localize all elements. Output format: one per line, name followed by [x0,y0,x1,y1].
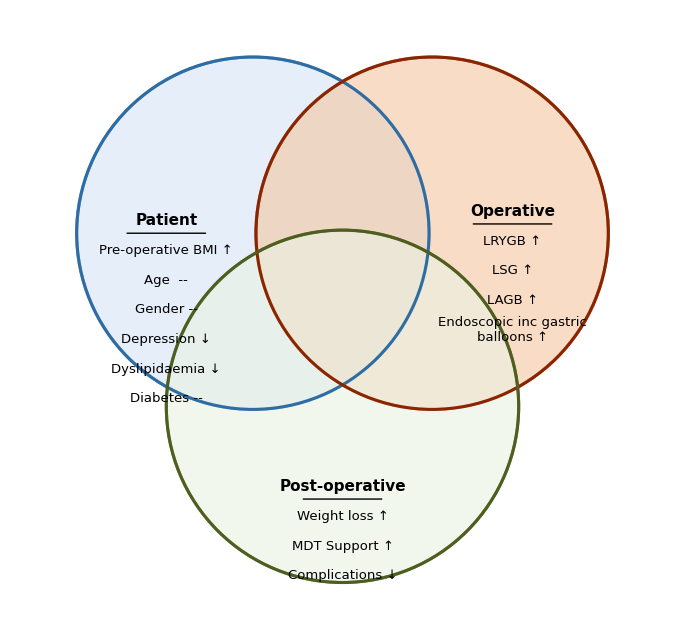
Text: LRYGB ↑: LRYGB ↑ [484,235,542,248]
Text: Depression ↓: Depression ↓ [121,333,211,346]
Text: MDT Support ↑: MDT Support ↑ [292,540,393,553]
Text: Weight loss ↑: Weight loss ↑ [297,510,388,523]
Text: LSG ↑: LSG ↑ [492,265,533,278]
Text: Diabetes --: Diabetes -- [130,392,203,406]
Text: Age  --: Age -- [145,274,188,287]
Text: Complications ↓: Complications ↓ [288,569,397,582]
Circle shape [166,230,519,582]
Text: Operative: Operative [470,204,555,219]
Text: Post-operative: Post-operative [279,479,406,494]
Circle shape [256,57,608,409]
Text: Gender --: Gender -- [135,304,198,316]
Text: Endoscopic inc gastric
balloons ↑: Endoscopic inc gastric balloons ↑ [438,316,587,344]
Circle shape [77,57,429,409]
Text: Pre-operative BMI ↑: Pre-operative BMI ↑ [99,244,233,257]
Text: Dyslipidaemia ↓: Dyslipidaemia ↓ [112,363,221,376]
Text: LAGB ↑: LAGB ↑ [487,294,538,307]
Text: Patient: Patient [135,214,197,229]
